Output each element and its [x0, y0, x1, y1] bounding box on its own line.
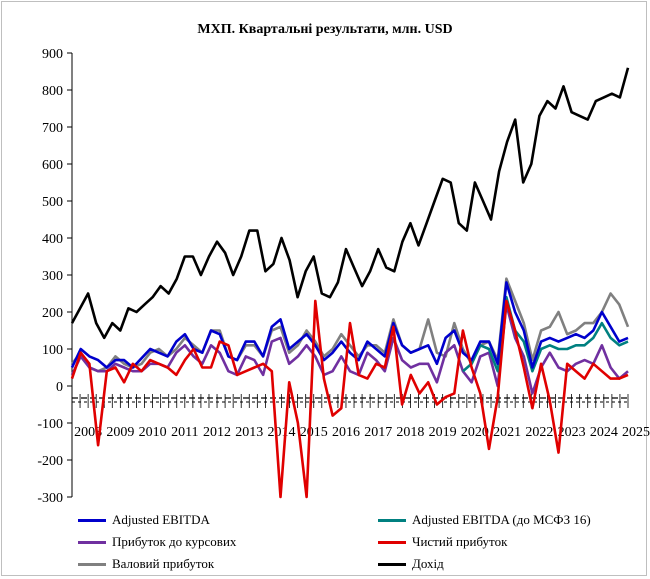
y-tick-label: 200: [42, 306, 63, 321]
x-tick-label: 2010: [139, 425, 167, 440]
y-tick-label: -300: [37, 491, 63, 506]
legend-swatch: [378, 562, 406, 566]
y-tick-label: 700: [42, 121, 63, 136]
x-tick-label: 2021: [493, 425, 521, 440]
legend-label: Adjusted EBITDA: [112, 512, 210, 527]
x-tick-label: 2018: [396, 425, 424, 440]
x-tick-label: 2022: [525, 425, 553, 440]
x-tick-label: 2013: [235, 425, 263, 440]
x-tick-label: 2011: [171, 425, 198, 440]
legend-label: Прибуток до курсових: [112, 534, 237, 549]
legend: Adjusted EBITDA Adjusted EBITDA (до МСФЗ…: [78, 510, 638, 576]
legend-item-net-profit: Чистий прибуток: [378, 532, 507, 552]
y-tick-label: 900: [42, 47, 63, 62]
x-tick-label: 2017: [364, 425, 392, 440]
x-tick-label: 2025: [622, 425, 650, 440]
x-tick-label: 2016: [332, 425, 360, 440]
y-tick-label: 800: [42, 84, 63, 99]
x-tick-label: 2019: [429, 425, 457, 440]
y-tick-label: 400: [42, 232, 63, 247]
legend-item-profit-before-fx: Прибуток до курсових: [78, 532, 236, 552]
legend-item-revenue: Дохід: [378, 554, 444, 574]
y-tick-label: 300: [42, 269, 63, 284]
legend-label: Валовий прибуток: [112, 556, 215, 571]
x-tick-label: 2020: [461, 425, 489, 440]
x-tick-label: 2012: [203, 425, 231, 440]
chart-title: МХП. Квартальні результати, млн. USD: [197, 22, 453, 37]
x-tick-label: 2014: [268, 425, 296, 440]
legend-label: Дохід: [412, 556, 444, 571]
series-line-5: [70, 67, 630, 340]
legend-item-gross-profit: Валовий прибуток: [78, 554, 214, 574]
y-tick-label: 600: [42, 158, 63, 173]
legend-label: Чистий прибуток: [412, 534, 508, 549]
legend-swatch: [78, 518, 106, 522]
y-tick-label: 500: [42, 195, 63, 210]
legend-item-adjusted-ebitda-ifrs16: Adjusted EBITDA (до МСФЗ 16): [378, 510, 591, 530]
series-line-3: [70, 299, 629, 499]
y-tick-label: 100: [42, 343, 63, 358]
legend-item-adjusted-ebitda: Adjusted EBITDA: [78, 510, 210, 530]
y-tick-label: 0: [56, 380, 63, 395]
series-line-1: [462, 295, 629, 373]
x-tick-label: 2024: [590, 425, 618, 440]
legend-swatch: [78, 540, 106, 544]
x-tick-label: 2015: [300, 425, 328, 440]
x-tick-label: 2023: [558, 425, 586, 440]
y-tick-label: -100: [37, 417, 63, 432]
legend-swatch: [378, 518, 406, 522]
legend-swatch: [378, 540, 406, 544]
y-tick-label: -200: [37, 454, 63, 469]
x-tick-label: 2009: [106, 425, 134, 440]
legend-label: Adjusted EBITDA (до МСФЗ 16): [412, 512, 591, 527]
series-line-0: [70, 281, 629, 369]
legend-swatch: [78, 562, 106, 566]
